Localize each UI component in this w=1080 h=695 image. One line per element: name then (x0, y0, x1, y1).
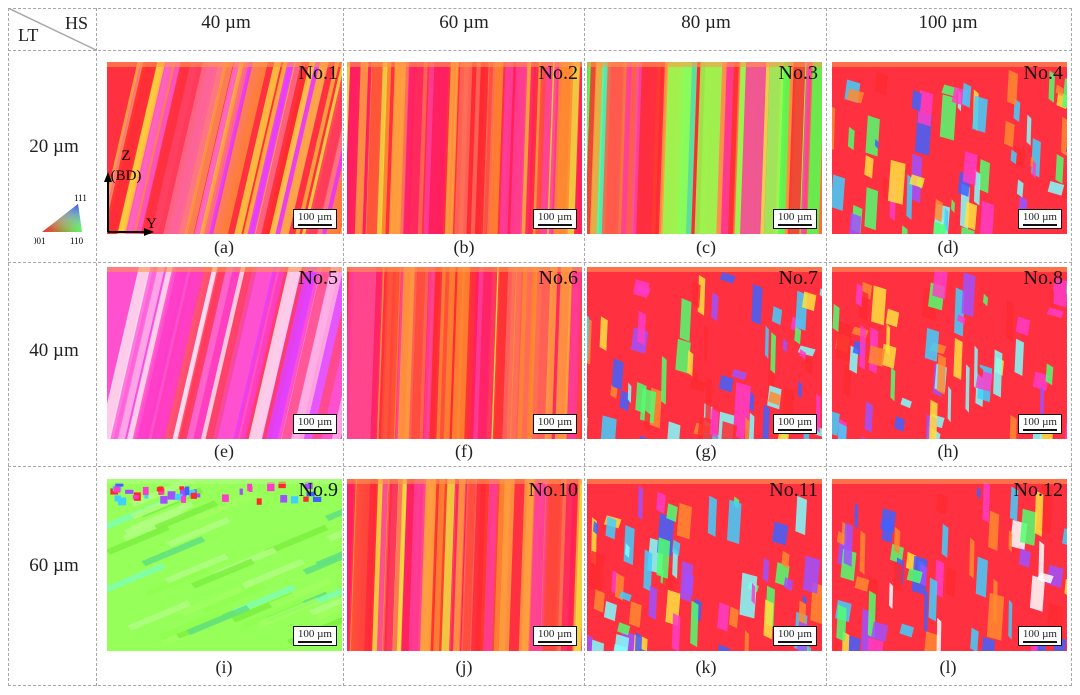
scale-bar: 100 µm (292, 414, 337, 434)
caption-l: (l) (939, 657, 957, 677)
panel-d: No.4 100 µm (832, 62, 1067, 234)
sample-number: No.1 (298, 62, 338, 84)
col-divider-0 (96, 8, 97, 686)
caption-c: (c) (696, 237, 716, 257)
scale-label: 100 µm (297, 416, 332, 428)
row-divider-2 (8, 466, 1072, 467)
panel-i: No.9 100 µm (107, 479, 342, 651)
scale-label: 100 µm (1022, 628, 1057, 640)
panel-j: No.10 100 µm (347, 479, 582, 651)
sample-number: No.10 (528, 479, 578, 501)
sample-number: No.4 (1023, 62, 1063, 84)
caption-g: (g) (695, 441, 717, 461)
scale-bar: 100 µm (292, 626, 337, 646)
caption-d: (d) (937, 237, 959, 257)
caption-h: (h) (937, 441, 959, 461)
ebsd-map-1 (107, 62, 342, 234)
caption-e: (e) (214, 441, 234, 461)
ipf-110-label: 110 (70, 236, 84, 246)
header-divider (8, 50, 1072, 51)
sample-axes: Z (BD) Y (104, 148, 157, 236)
caption-f: (f) (455, 441, 473, 461)
col-divider-2 (584, 8, 585, 686)
scale-bar: 100 µm (532, 626, 577, 646)
ebsd-map-4 (832, 62, 1067, 234)
scale-label: 100 µm (537, 628, 572, 640)
scale-label: 100 µm (297, 211, 332, 223)
sample-number: No.12 (1013, 479, 1063, 501)
panel-f: No.6 100 µm (347, 267, 582, 439)
sample-number: No.2 (538, 62, 578, 84)
sample-number: No.11 (769, 479, 818, 501)
scale-bar: 100 µm (772, 209, 817, 229)
caption-a: (a) (214, 237, 234, 257)
sample-number: No.3 (778, 62, 818, 84)
scale-bar: 100 µm (772, 414, 817, 434)
sample-number: No.9 (298, 479, 338, 501)
col-divider-3 (826, 8, 827, 686)
col-divider-1 (343, 8, 344, 686)
z-axis-label: Z (121, 148, 130, 164)
caption-j: (j) (455, 657, 473, 677)
panel-b: No.2 100 µm (347, 62, 582, 234)
ebsd-map-8 (832, 267, 1067, 439)
scale-bar: 100 µm (1017, 209, 1062, 229)
ebsd-map-7 (587, 267, 822, 439)
scale-bar: 100 µm (1017, 414, 1062, 434)
caption-b: (b) (453, 237, 475, 257)
scale-bar: 100 µm (532, 209, 577, 229)
panel-h: No.8 100 µm (832, 267, 1067, 439)
scale-label: 100 µm (1022, 416, 1057, 428)
scale-label: 100 µm (537, 416, 572, 428)
column-header-2: 60 µm (439, 12, 489, 33)
row-divider-1 (8, 262, 1072, 263)
panel-c: No.3 100 µm (587, 62, 822, 234)
lt-label: LT (18, 25, 39, 45)
sample-number: No.5 (298, 267, 338, 289)
scale-bar: 100 µm (772, 626, 817, 646)
column-header-1: 40 µm (201, 12, 251, 33)
bd-label: (BD) (111, 168, 142, 184)
row-header-2: 40 µm (29, 340, 79, 361)
scale-label: 100 µm (777, 628, 812, 640)
ipf-111-label: 111 (74, 193, 87, 203)
row-header-3: 60 µm (29, 555, 79, 576)
scale-bar: 100 µm (292, 209, 337, 229)
scale-label: 100 µm (537, 211, 572, 223)
ebsd-map-2 (347, 62, 582, 234)
ebsd-map-10 (347, 479, 582, 651)
hs-label: HS (65, 13, 89, 33)
sample-number: No.6 (538, 267, 578, 289)
panel-g: No.7 100 µm (587, 267, 822, 439)
row-header-1: 20 µm (29, 136, 79, 157)
ebsd-map-3 (587, 62, 822, 234)
column-header-4: 100 µm (918, 12, 978, 33)
ipf-triangle-legend: 111 001 110 (34, 193, 87, 246)
sample-number: No.8 (1023, 267, 1063, 289)
ebsd-map-6 (347, 267, 582, 439)
ebsd-map-12 (832, 479, 1067, 651)
scale-label: 100 µm (777, 211, 812, 223)
corner-diagonal (8, 8, 97, 51)
ebsd-map-9 (107, 479, 342, 651)
panel-a: No.1 100 µm (107, 62, 342, 234)
column-header-3: 80 µm (681, 12, 731, 33)
y-axis-label: Y (146, 216, 157, 232)
scale-label: 100 µm (297, 628, 332, 640)
ipf-001-label: 001 (34, 236, 46, 246)
panel-k: No.11 100 µm (587, 479, 822, 651)
panel-e: No.5 100 µm (107, 267, 342, 439)
ebsd-map-11 (587, 479, 822, 651)
scale-bar: 100 µm (1017, 626, 1062, 646)
sample-number: No.7 (778, 267, 818, 289)
ebsd-map-5 (107, 267, 342, 439)
caption-i: (i) (215, 657, 233, 677)
caption-k: (k) (695, 657, 717, 677)
scale-bar: 100 µm (532, 414, 577, 434)
scale-label: 100 µm (1022, 211, 1057, 223)
scale-label: 100 µm (777, 416, 812, 428)
panel-l: No.12 100 µm (832, 479, 1067, 651)
